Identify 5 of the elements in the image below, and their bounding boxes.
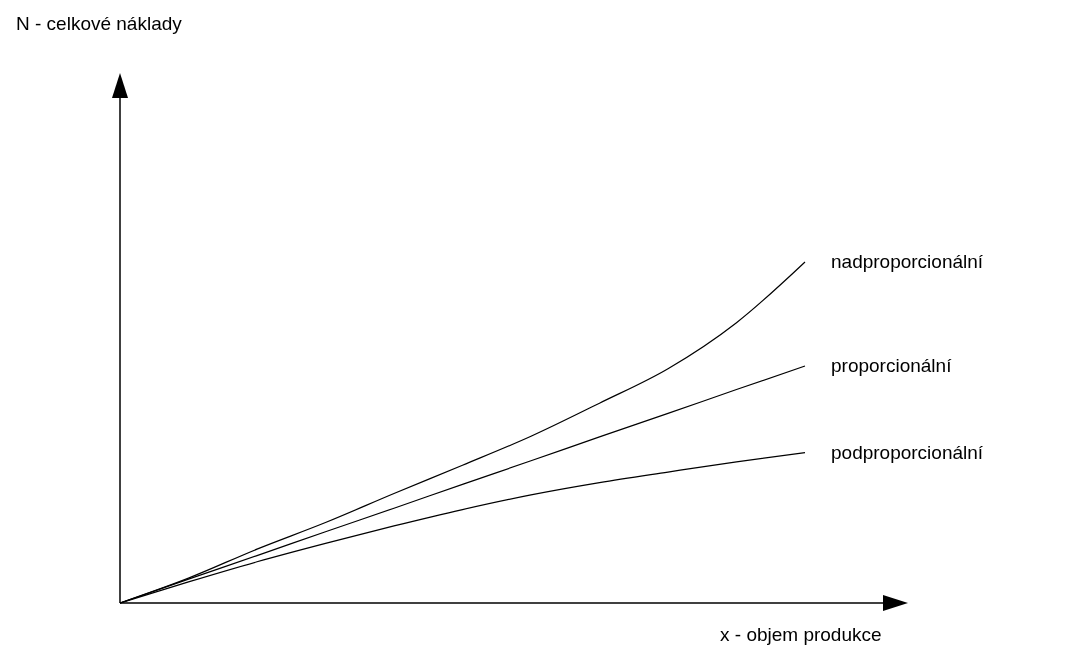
- x-axis-title: x - objem produkce: [720, 624, 882, 645]
- series-label: proporcionální: [831, 355, 953, 377]
- series-label: nadproporcionální: [831, 251, 984, 272]
- series-label: podproporcionální: [831, 441, 984, 463]
- text: N - celkové náklady: [16, 13, 183, 34]
